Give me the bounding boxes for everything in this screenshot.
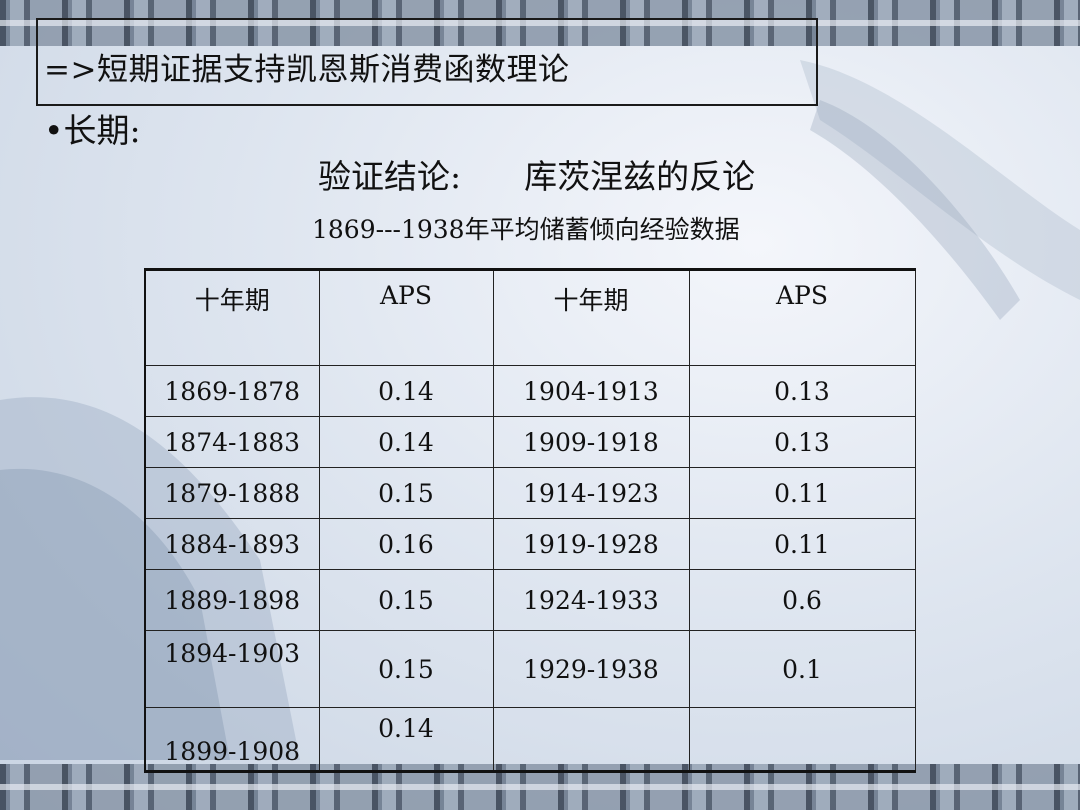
- table-header-row: 十年期 APS 十年期 APS: [144, 269, 916, 366]
- table-cell: 0.6: [688, 569, 916, 631]
- table-cell: 0.14: [318, 365, 494, 417]
- table-row: 1894-1903 0.15 1929-1938 0.1: [144, 630, 916, 708]
- table-row: 1874-1883 0.14 1909-1918 0.13: [144, 416, 916, 468]
- verify-value: 库茨涅兹的反论: [524, 157, 756, 196]
- table-cell: 1884-1893: [144, 518, 320, 570]
- table-cell: 0.15: [318, 467, 494, 519]
- table-cell: 0.11: [688, 467, 916, 519]
- table-caption: 1869---1938年平均储蓄倾向经验数据: [312, 215, 740, 244]
- table-row: 1869-1878 0.14 1904-1913 0.13: [144, 365, 916, 417]
- verification-conclusion: 验证结论: 库茨涅兹的反论: [318, 150, 755, 198]
- table-cell: 0.13: [688, 365, 916, 417]
- table-cell: 0.11: [688, 518, 916, 570]
- top-decorative-band: [0, 0, 1080, 46]
- table-cell: 0.1: [688, 630, 916, 708]
- table-cell: 1924-1933: [492, 569, 690, 631]
- table-cell: [688, 707, 916, 772]
- table-cell: 0.13: [688, 416, 916, 468]
- title-text: =>短期证据支持凯恩斯消费函数理论: [44, 52, 570, 88]
- table-row: 1899-1908 0.14: [144, 707, 916, 772]
- table-row: 1889-1898 0.15 1924-1933 0.6: [144, 569, 916, 631]
- table-cell: 1869-1878: [144, 365, 320, 417]
- table-row: 1879-1888 0.15 1914-1923 0.11: [144, 467, 916, 519]
- table-cell: 0.15: [318, 630, 494, 708]
- table-cell: 0.14: [318, 416, 494, 468]
- table-cell: 0.15: [318, 569, 494, 631]
- aps-table: 十年期 APS 十年期 APS 1869-1878 0.14 1904-1913…: [144, 268, 916, 773]
- table-cell: 1914-1923: [492, 467, 690, 519]
- table-cell: 0.16: [318, 518, 494, 570]
- table-cell: 0.14: [318, 707, 494, 772]
- table-cell: 1879-1888: [144, 467, 320, 519]
- table-cell: 1894-1903: [144, 630, 320, 708]
- table-cell: 1919-1928: [492, 518, 690, 570]
- verify-label: 验证结论:: [318, 157, 462, 196]
- table-cell: 1909-1918: [492, 416, 690, 468]
- header-cell: APS: [318, 269, 494, 366]
- table-cell: 1899-1908: [144, 707, 320, 772]
- table-cell: 1874-1883: [144, 416, 320, 468]
- bullet-long-term: •长期:: [44, 111, 141, 150]
- header-cell: 十年期: [144, 269, 320, 366]
- table-cell: 1904-1913: [492, 365, 690, 417]
- table-cell: [492, 707, 690, 772]
- table-row: 1884-1893 0.16 1919-1928 0.11: [144, 518, 916, 570]
- table-cell: 1929-1938: [492, 630, 690, 708]
- table-cell: 1889-1898: [144, 569, 320, 631]
- header-cell: 十年期: [492, 269, 690, 366]
- header-cell: APS: [688, 269, 916, 366]
- title-box: [36, 18, 818, 106]
